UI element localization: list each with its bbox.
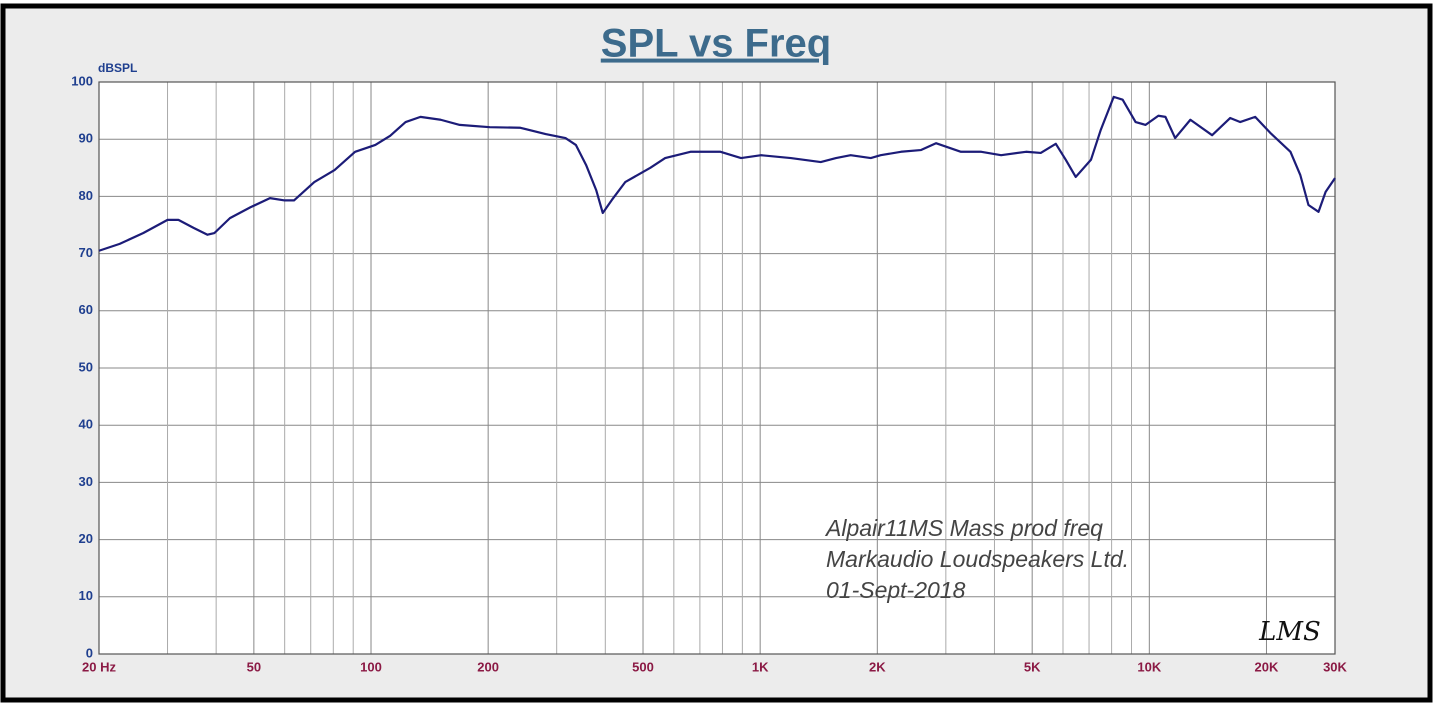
y-tick-label: 70: [79, 245, 93, 260]
x-tick-label: 30K: [1323, 659, 1347, 674]
x-tick-label: 50: [247, 659, 261, 674]
y-tick-label: 30: [79, 474, 93, 489]
logo: LMS: [1258, 617, 1321, 647]
y-unit-label: dBSPL: [98, 61, 137, 75]
x-tick-label: 200: [477, 659, 499, 674]
y-tick-label: 80: [79, 188, 93, 203]
x-tick-label: 2K: [869, 659, 886, 674]
y-tick-label: 60: [79, 302, 93, 317]
y-tick-label: 20: [79, 531, 93, 546]
x-tick-label: 10K: [1137, 659, 1161, 674]
plot-border: [98, 81, 1336, 655]
x-tick-label: 20K: [1255, 659, 1279, 674]
annotation: Alpair11MS Mass prod freq: [824, 515, 1103, 541]
y-tick-label: 100: [71, 73, 93, 88]
y-tick-label: 0: [86, 645, 93, 660]
line: [98, 95, 1336, 252]
chart-title: SPL vs Freq: [601, 22, 831, 66]
y-tick-label: 40: [79, 417, 93, 432]
series: [98, 95, 1336, 252]
annotation: Markaudio Loudspeakers Ltd.: [826, 546, 1129, 572]
y-tick-label: 10: [79, 588, 93, 603]
x-tick-label: 1K: [752, 659, 769, 674]
x-tick-label: 500: [632, 659, 654, 674]
y-tick-label: 90: [79, 131, 93, 146]
x-tick-label: 5K: [1024, 659, 1041, 674]
x-tick-label: 100: [360, 659, 382, 674]
y-tick-label: 50: [79, 359, 93, 374]
labels: 0 10 20 30 40 50 60 70 80 90 100 20 Hz 50 100 200 500 1K…: [71, 73, 1347, 674]
x-tick-label: 20 Hz: [82, 659, 116, 674]
annotation: 01-Sept-2018: [826, 577, 966, 603]
